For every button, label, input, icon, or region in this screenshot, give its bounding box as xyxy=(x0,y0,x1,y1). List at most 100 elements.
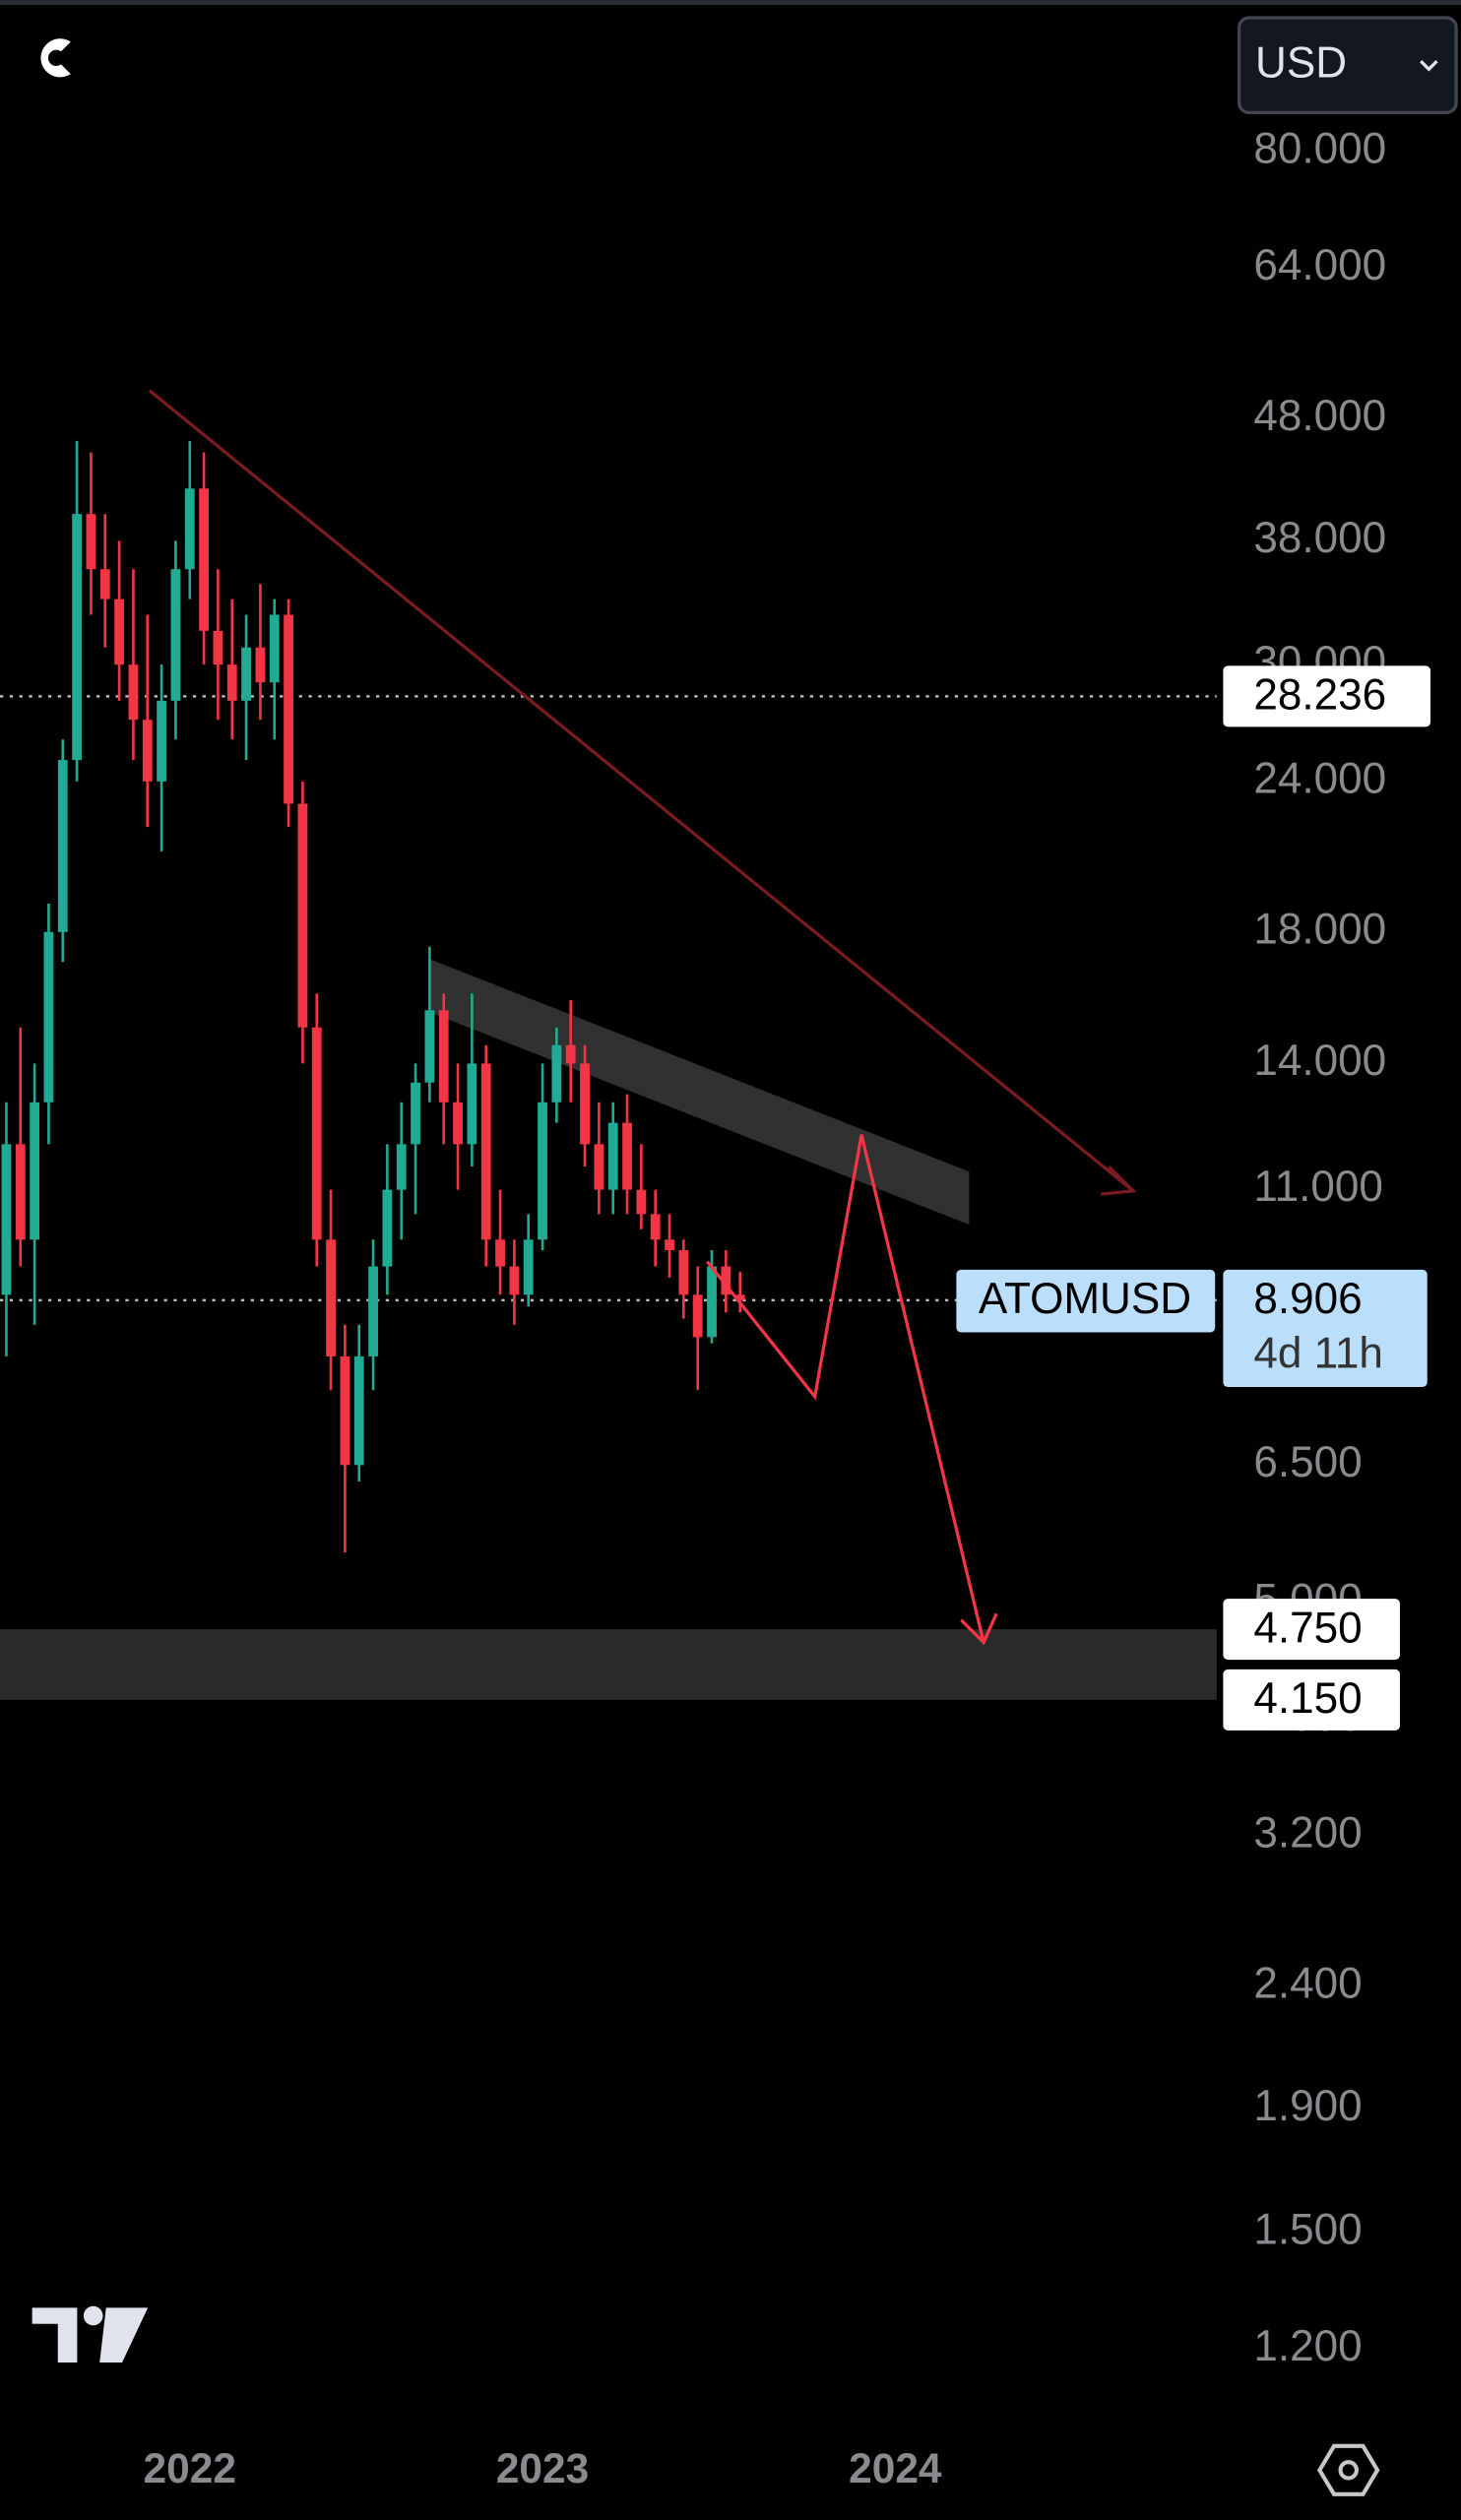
tradingview-logo[interactable] xyxy=(32,2305,149,2362)
candle-body xyxy=(707,1266,717,1338)
trend-arrow-head xyxy=(1101,1166,1137,1196)
y-tick-label: 2.400 xyxy=(1253,1960,1362,2008)
y-tick-label: 48.000 xyxy=(1253,392,1386,440)
y-tick-label: 6.500 xyxy=(1253,1438,1362,1486)
candle-body xyxy=(438,1010,449,1102)
candle-body xyxy=(594,1144,604,1190)
candle-body xyxy=(396,1144,407,1190)
candle-body xyxy=(509,1266,520,1295)
candle-body xyxy=(269,614,280,683)
y-tick-label: 18.000 xyxy=(1253,905,1386,953)
zone-box xyxy=(1223,1599,1400,1661)
candle-body xyxy=(226,664,237,701)
candle-body xyxy=(213,630,223,665)
candle-body xyxy=(607,1122,618,1190)
y-tick-label: 38.000 xyxy=(1253,514,1386,562)
trend-line xyxy=(148,389,1134,1193)
candle-body xyxy=(692,1294,703,1338)
settings-dot xyxy=(1338,2460,1359,2481)
y-tick-label: 1.500 xyxy=(1253,2206,1362,2254)
candle-body xyxy=(30,1102,40,1240)
symbol-label: ATOMUSD xyxy=(979,1275,1191,1323)
candle-body xyxy=(453,1102,463,1145)
candle-body xyxy=(382,1189,393,1267)
candle-body xyxy=(15,1144,26,1240)
support-zone xyxy=(0,1629,1217,1700)
symbol-box xyxy=(956,1269,1216,1333)
candle-body xyxy=(678,1250,689,1295)
candle-body xyxy=(467,1063,477,1145)
candle-body xyxy=(170,569,181,701)
y-tick-label: 1.200 xyxy=(1253,2322,1362,2370)
candle-body xyxy=(199,488,209,631)
candle-body xyxy=(255,647,266,683)
candle-body xyxy=(297,803,308,1028)
currency-label: USD xyxy=(1255,39,1347,88)
x-tick-label: 2022 xyxy=(144,2445,236,2491)
zone-label: 4.750 xyxy=(1253,1604,1362,1652)
y-tick-label: 3.200 xyxy=(1253,1809,1362,1858)
price-labels: 28.236 4.750 4.150 ATOMUSD 8.906 4d 11h xyxy=(956,665,1430,1731)
price-line-label: 28.236 xyxy=(1253,671,1386,720)
last-price-box xyxy=(1223,1269,1428,1388)
candle-body xyxy=(326,1239,336,1356)
candle-body xyxy=(142,720,153,782)
candle-body xyxy=(368,1266,378,1356)
countdown-label: 4d 11h xyxy=(1253,1330,1382,1378)
candle-body xyxy=(734,1294,745,1300)
candle-body xyxy=(523,1239,534,1295)
candles xyxy=(1,440,745,1553)
y-tick-label: 24.000 xyxy=(1253,754,1386,802)
settings-hex xyxy=(1316,2443,1380,2496)
candle-body xyxy=(57,760,68,932)
candle-body xyxy=(424,1010,435,1083)
candle-body xyxy=(114,598,124,665)
currency-button[interactable] xyxy=(1238,16,1458,114)
candle-body xyxy=(311,1027,322,1240)
candle-body xyxy=(1,1144,12,1295)
candle-body xyxy=(622,1122,632,1190)
candle-body xyxy=(128,664,139,721)
zone-label: 4.150 xyxy=(1253,1674,1362,1723)
candle-body xyxy=(353,1355,364,1466)
candle-body xyxy=(157,700,166,782)
app-logo[interactable] xyxy=(40,38,71,78)
logo-part xyxy=(83,2305,103,2326)
y-tick-label: 80.000 xyxy=(1253,124,1386,172)
logo-part xyxy=(32,2307,78,2362)
projection-arrow-head xyxy=(960,1612,998,1646)
price-line-box xyxy=(1223,665,1430,727)
candle-body xyxy=(480,1063,491,1240)
candle-body xyxy=(43,931,54,1102)
drawings xyxy=(148,389,1137,1646)
projection-path xyxy=(706,1134,985,1643)
candle-body xyxy=(99,569,110,599)
y-tick-label: 1.900 xyxy=(1253,2082,1362,2130)
candle-body xyxy=(721,1266,731,1295)
candle-body xyxy=(650,1214,661,1240)
settings-button[interactable] xyxy=(1316,2443,1380,2496)
candle-body xyxy=(636,1189,647,1215)
currency-selector[interactable]: USD xyxy=(1238,16,1458,114)
candle-body xyxy=(495,1239,505,1267)
candle-body xyxy=(86,514,96,570)
y-tick-label: 11.000 xyxy=(1253,1163,1382,1211)
y-tick-label: 64.000 xyxy=(1253,241,1386,289)
candle-body xyxy=(72,514,83,761)
candle-body xyxy=(284,614,293,804)
logo-part xyxy=(99,2307,149,2362)
candle-body xyxy=(551,1044,562,1102)
candle-body xyxy=(340,1355,350,1466)
candle-body xyxy=(184,488,195,570)
last-price-label: 8.906 xyxy=(1253,1275,1362,1323)
candle-body xyxy=(538,1102,547,1240)
chevron xyxy=(1420,59,1438,72)
x-tick-label: 2023 xyxy=(496,2445,589,2491)
zone-box xyxy=(1223,1669,1400,1731)
x-tick-label: 2024 xyxy=(849,2445,942,2491)
y-tick-label: 14.000 xyxy=(1253,1037,1386,1085)
resistance-channel xyxy=(430,959,970,1226)
candle-body xyxy=(580,1063,590,1145)
zone-layer xyxy=(0,695,1217,1700)
